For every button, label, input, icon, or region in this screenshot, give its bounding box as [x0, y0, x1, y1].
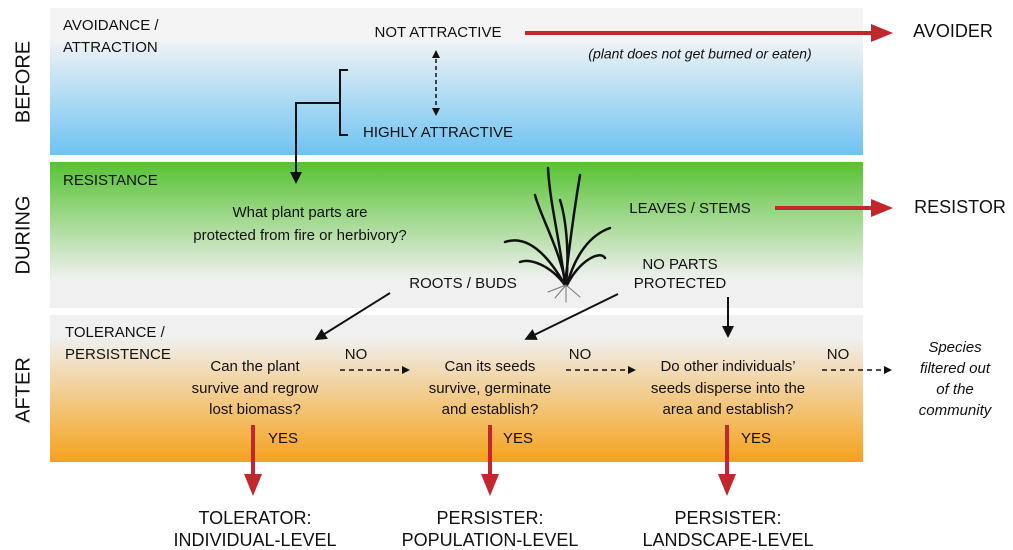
heading: ATTRACTION	[63, 39, 158, 56]
yes-label: YES	[268, 430, 298, 447]
outcome: AVOIDER	[913, 21, 993, 41]
stage-label: BEFORE	[12, 41, 34, 123]
question: Can the plant	[210, 358, 300, 375]
question: What plant parts are	[232, 204, 367, 221]
heading: AVOIDANCE /	[63, 17, 159, 34]
no-label: NO	[345, 346, 368, 363]
stage-label: AFTER	[12, 357, 34, 423]
heading: RESISTANCE	[63, 172, 158, 189]
filtered-note: filtered out	[920, 360, 991, 377]
question: lost biomass?	[209, 401, 301, 418]
heading: TOLERANCE /	[65, 324, 166, 341]
note: (plant does not get burned or eaten)	[588, 46, 811, 62]
no-label: NO	[569, 346, 592, 363]
outcome: PERSISTER:	[674, 508, 781, 528]
question: area and establish?	[663, 401, 794, 418]
question: survive, germinate	[429, 380, 552, 397]
question: seeds disperse into the	[651, 380, 805, 397]
question: Do other individuals’	[660, 358, 795, 375]
filtered-note: of the	[936, 381, 974, 398]
diagram: BEFORE DURING AFTER AVOIDANCE / ATTRACTION NO…	[0, 0, 1013, 550]
outcome: INDIVIDUAL-LEVEL	[173, 530, 336, 550]
yes-label: YES	[741, 430, 771, 447]
label: PROTECTED	[634, 275, 727, 292]
question: protected from fire or herbivory?	[193, 227, 406, 244]
label: NOT ATTRACTIVE	[375, 24, 502, 41]
question: and establish?	[442, 401, 539, 418]
question: Can its seeds	[445, 358, 536, 375]
filtered-note: community	[919, 402, 993, 419]
label: HIGHLY ATTRACTIVE	[363, 124, 513, 141]
outcome: TOLERATOR:	[198, 508, 311, 528]
question: survive and regrow	[192, 380, 319, 397]
outcome: POPULATION-LEVEL	[402, 530, 579, 550]
no-label: NO	[827, 346, 850, 363]
outcome: RESISTOR	[914, 197, 1006, 217]
heading: PERSISTENCE	[65, 346, 171, 363]
label: LEAVES / STEMS	[629, 200, 750, 217]
label: ROOTS / BUDS	[409, 275, 517, 292]
outcome: LANDSCAPE-LEVEL	[642, 530, 813, 550]
yes-label: YES	[503, 430, 533, 447]
stage-label: DURING	[12, 196, 34, 275]
outcome: PERSISTER:	[436, 508, 543, 528]
label: NO PARTS	[642, 256, 717, 273]
filtered-note: Species	[928, 339, 982, 356]
